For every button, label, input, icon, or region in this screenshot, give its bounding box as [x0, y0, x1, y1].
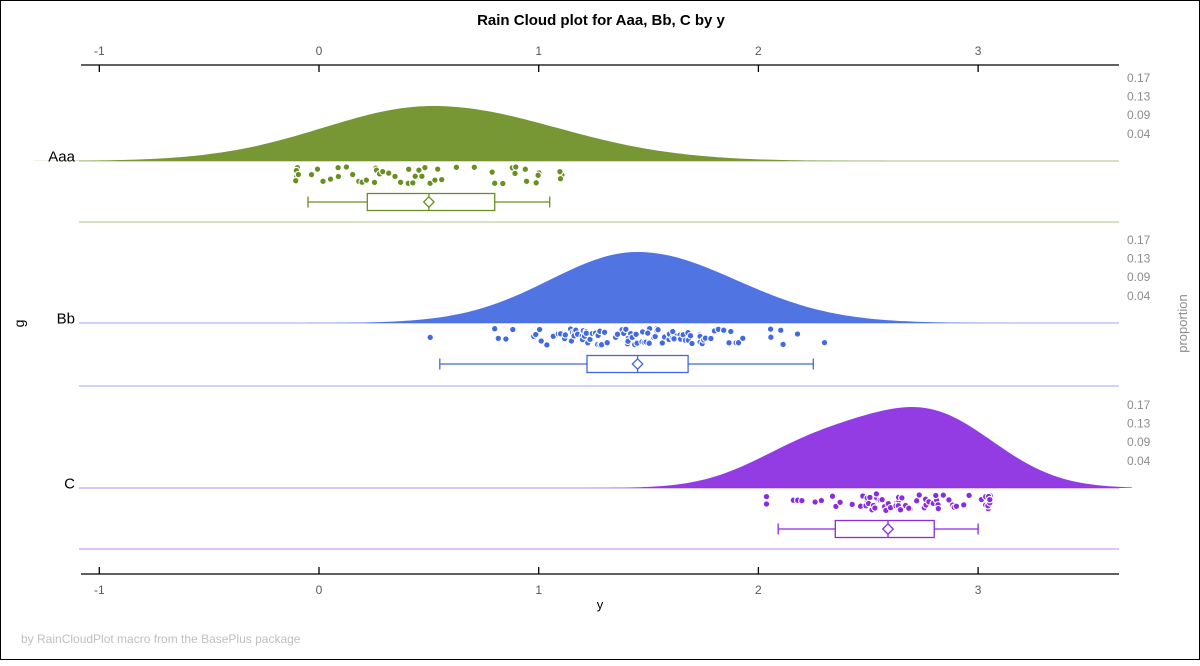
svg-text:y: y: [597, 597, 604, 612]
svg-text:0.04: 0.04: [1127, 127, 1151, 141]
svg-text:0.04: 0.04: [1127, 454, 1151, 468]
svg-text:-1: -1: [94, 583, 105, 597]
svg-text:1: 1: [535, 583, 542, 597]
svg-text:0.09: 0.09: [1127, 108, 1151, 122]
svg-text:0.17: 0.17: [1127, 71, 1151, 85]
svg-text:-1: -1: [94, 44, 105, 58]
svg-text:Bb: Bb: [57, 311, 75, 328]
svg-text:proportion: proportion: [1175, 294, 1190, 353]
svg-text:g: g: [11, 320, 27, 328]
svg-text:1: 1: [535, 44, 542, 58]
svg-text:0.04: 0.04: [1127, 289, 1151, 303]
svg-text:3: 3: [975, 583, 982, 597]
svg-text:0.13: 0.13: [1127, 90, 1151, 104]
svg-text:0.17: 0.17: [1127, 398, 1151, 412]
svg-text:0.09: 0.09: [1127, 270, 1151, 284]
svg-text:2: 2: [755, 583, 762, 597]
svg-text:C: C: [64, 476, 75, 493]
svg-text:3: 3: [975, 44, 982, 58]
svg-text:0.13: 0.13: [1127, 417, 1151, 431]
svg-text:0.09: 0.09: [1127, 435, 1151, 449]
svg-text:0.13: 0.13: [1127, 252, 1151, 266]
svg-text:Aaa: Aaa: [48, 149, 75, 166]
svg-text:2: 2: [755, 44, 762, 58]
svg-text:0: 0: [316, 44, 323, 58]
svg-text:0.17: 0.17: [1127, 233, 1151, 247]
svg-text:by RainCloudPlot macro from th: by RainCloudPlot macro from the BasePlus…: [21, 632, 301, 646]
svg-text:0: 0: [316, 583, 323, 597]
